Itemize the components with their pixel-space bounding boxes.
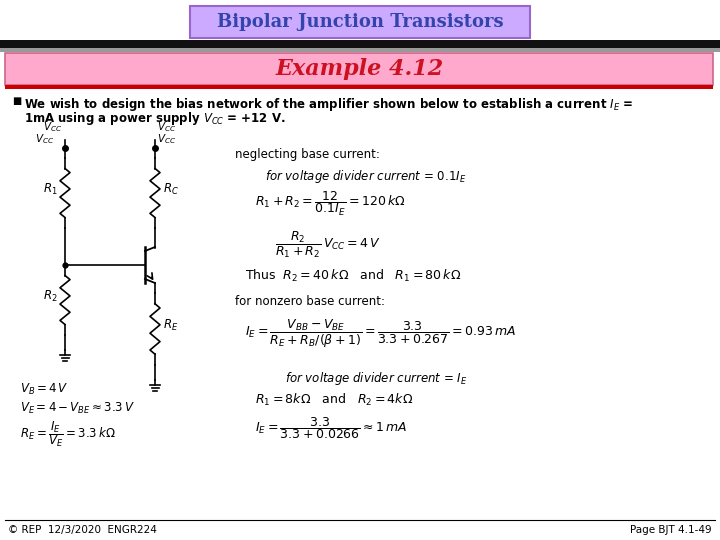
Text: Bipolar Junction Transistors: Bipolar Junction Transistors xyxy=(217,13,503,31)
Text: Example 4.12: Example 4.12 xyxy=(276,58,444,80)
Bar xyxy=(5,53,713,85)
Text: Page BJT 4.1-49: Page BJT 4.1-49 xyxy=(631,525,712,535)
Text: We wish to design the bias network of the amplifier shown below to establish a c: We wish to design the bias network of th… xyxy=(24,96,634,113)
Bar xyxy=(0,40,720,48)
FancyBboxPatch shape xyxy=(190,6,530,38)
Text: for voltage divider current = $0.1I_E$: for voltage divider current = $0.1I_E$ xyxy=(265,168,467,185)
Text: $R_C$: $R_C$ xyxy=(163,182,179,197)
Text: $V_{CC}$: $V_{CC}$ xyxy=(35,132,54,146)
Text: $V_{CC}$: $V_{CC}$ xyxy=(43,120,62,134)
Text: $R_1$: $R_1$ xyxy=(43,182,58,197)
Bar xyxy=(5,85,713,89)
Text: © REP  12/3/2020  ENGR224: © REP 12/3/2020 ENGR224 xyxy=(8,525,157,535)
Text: $V_B = 4\,V$: $V_B = 4\,V$ xyxy=(20,382,68,397)
Text: Thus  $R_2 = 40\,k\Omega$   and   $R_1 = 80\,k\Omega$: Thus $R_2 = 40\,k\Omega$ and $R_1 = 80\,… xyxy=(245,268,462,284)
Text: $V_{CC}$: $V_{CC}$ xyxy=(157,120,176,134)
Text: $V_E = 4 - V_{BE} \approx 3.3\,V$: $V_E = 4 - V_{BE} \approx 3.3\,V$ xyxy=(20,401,135,416)
Text: $V_{CC}$: $V_{CC}$ xyxy=(157,132,176,146)
Text: $R_E = \dfrac{I_E}{V_E} = 3.3\,k\Omega$: $R_E = \dfrac{I_E}{V_E} = 3.3\,k\Omega$ xyxy=(20,420,116,449)
Text: 1mA using a power supply $V_{CC}$ = +12 V.: 1mA using a power supply $V_{CC}$ = +12 … xyxy=(24,110,286,127)
Text: $R_2$: $R_2$ xyxy=(43,289,58,304)
Text: $I_E = \dfrac{3.3}{3.3+0.0266} \approx 1\,mA$: $I_E = \dfrac{3.3}{3.3+0.0266} \approx 1… xyxy=(255,415,408,441)
Text: for nonzero base current:: for nonzero base current: xyxy=(235,295,385,308)
Text: $R_1 = 8k\Omega$   and   $R_2 = 4k\Omega$: $R_1 = 8k\Omega$ and $R_2 = 4k\Omega$ xyxy=(255,392,413,408)
Text: neglecting base current:: neglecting base current: xyxy=(235,148,380,161)
Text: $\dfrac{R_2}{R_1 + R_2}\,V_{CC} = 4\,V$: $\dfrac{R_2}{R_1 + R_2}\,V_{CC} = 4\,V$ xyxy=(275,230,381,260)
Text: ■: ■ xyxy=(12,96,22,106)
Text: $R_E$: $R_E$ xyxy=(163,318,179,333)
Text: $I_E = \dfrac{V_{BB} - V_{BE}}{R_E + R_B/(\beta+1)} = \dfrac{3.3}{3.3+0.267} = 0: $I_E = \dfrac{V_{BB} - V_{BE}}{R_E + R_B… xyxy=(245,318,516,350)
Text: $R_1 + R_2 = \dfrac{12}{0.1I_E} = 120\,k\Omega$: $R_1 + R_2 = \dfrac{12}{0.1I_E} = 120\,k… xyxy=(255,190,405,218)
Bar xyxy=(0,48,720,52)
Text: for voltage divider current = $I_E$: for voltage divider current = $I_E$ xyxy=(285,370,467,387)
